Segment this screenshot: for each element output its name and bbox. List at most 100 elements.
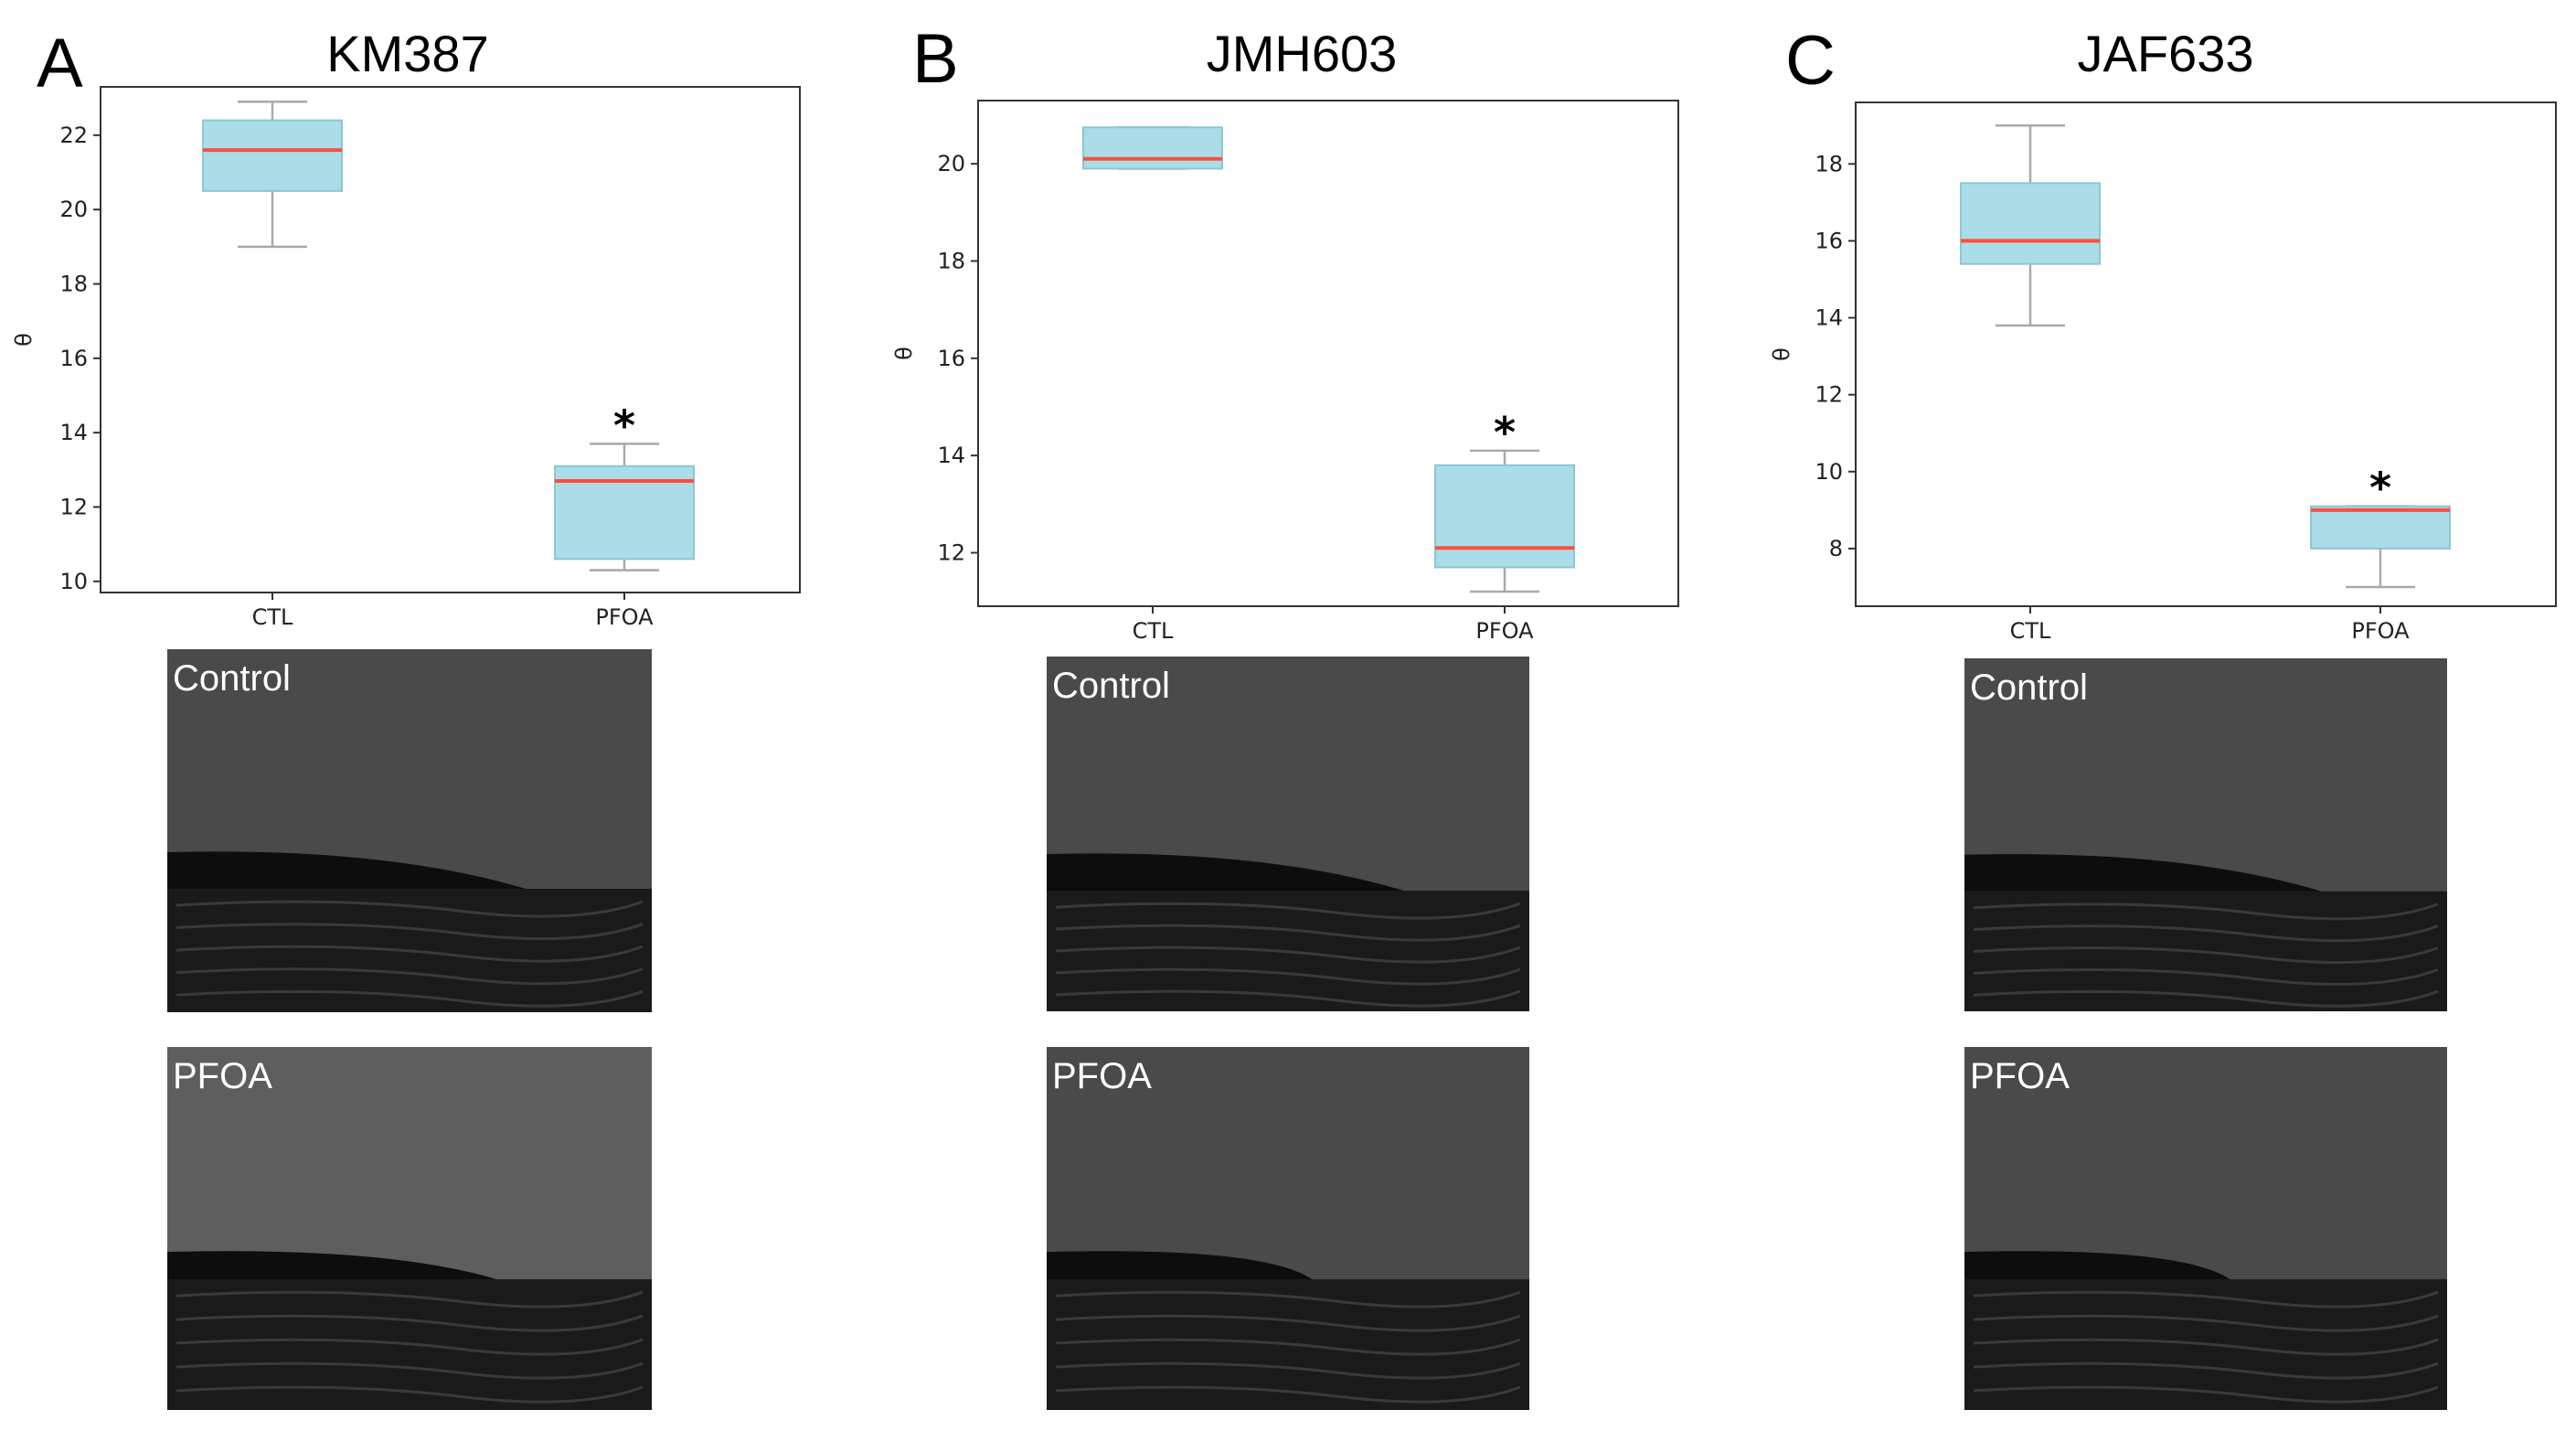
photo-control: Control (1964, 658, 2447, 1011)
photo-label: PFOA (1052, 1056, 1152, 1096)
surface-texture (176, 900, 644, 918)
y-tick-label: 16 (1815, 228, 1843, 253)
y-axis-label: θ (891, 347, 917, 360)
surface-texture (1055, 924, 1521, 942)
x-tick-label: CTL (1133, 618, 1174, 644)
panel-letter: B (912, 20, 959, 98)
y-tick-label: 16 (937, 346, 965, 371)
photo-pfoa: PFOA (1047, 1047, 1529, 1410)
surface-texture (176, 923, 644, 941)
x-tick-label: PFOA (595, 604, 654, 630)
x-tick-label: PFOA (1475, 618, 1534, 644)
box-iqr (202, 119, 343, 192)
plot-frame (100, 86, 801, 593)
surface-texture (176, 967, 644, 986)
surface-texture (1973, 1314, 2439, 1332)
box-iqr (1960, 182, 2101, 265)
panel-letter: C (1785, 22, 1836, 100)
chart-title: JAF633 (2078, 25, 2254, 82)
box-pfoa: PFOA * (2310, 464, 2451, 644)
surface-texture (176, 989, 644, 1008)
droplet (167, 1251, 497, 1280)
photo-control: Control (167, 649, 652, 1012)
surface-texture (1973, 946, 2439, 965)
significance-star: * (2369, 464, 2391, 513)
surface-texture (176, 1290, 644, 1308)
box-iqr (1082, 126, 1223, 170)
chart-title: KM387 (326, 25, 488, 82)
plot-frame (977, 100, 1679, 607)
panel-letter: A (37, 25, 83, 102)
y-axis-label: θ (1769, 347, 1794, 361)
surface-texture (1055, 945, 1521, 964)
box-ctl: CTL (202, 101, 343, 630)
box-pfoa: PFOA * (554, 400, 695, 630)
panel-a: A KM387 10 12 14 16 18 20 22 θ CTL PFOA * Control PFOA (11, 25, 801, 1410)
surface-texture (1055, 1362, 1521, 1380)
y-tick-label: 16 (59, 346, 88, 371)
y-tick-label: 10 (1815, 459, 1843, 485)
photo-control: Control (1047, 657, 1529, 1011)
surface-texture (176, 1338, 644, 1356)
y-tick-label: 12 (1815, 382, 1843, 408)
surface-texture (1055, 989, 1521, 1008)
y-tick-label: 8 (1829, 536, 1843, 561)
droplet (1964, 1251, 2230, 1280)
y-tick-label: 22 (59, 123, 88, 148)
y-tick-label: 12 (59, 494, 88, 519)
x-tick-label: CTL (252, 604, 293, 630)
surface-texture (176, 1385, 644, 1404)
photo-pfoa: PFOA (1964, 1047, 2447, 1410)
surface-texture (1055, 1290, 1521, 1308)
surface-texture (1973, 902, 2439, 921)
box-ctl: CTL (1082, 125, 1223, 644)
surface-texture (1055, 1385, 1521, 1404)
photo-label: Control (1052, 666, 1170, 706)
surface-texture (1973, 1385, 2439, 1404)
y-tick-label: 10 (59, 569, 88, 594)
surface-texture (1973, 989, 2439, 1008)
plot-frame (1855, 101, 2557, 607)
x-tick-label: PFOA (2351, 618, 2410, 644)
panel-c: C JAF633 8 10 12 14 16 18 θ CTL PFOA * Control PFOA (1769, 22, 2557, 1410)
y-tick-label: 20 (937, 151, 965, 176)
surface-texture (1973, 1338, 2439, 1356)
significance-star: * (613, 400, 635, 450)
panel-b: B JMH603 12 14 16 18 20 θ CTL PFOA * Control PFOA (891, 20, 1679, 1410)
y-tick-label: 18 (937, 248, 965, 273)
droplet (1047, 1251, 1313, 1280)
y-tick-label: 14 (1815, 305, 1843, 331)
y-tick-label: 18 (1815, 151, 1843, 176)
surface-texture (1055, 902, 1521, 920)
surface-texture (1973, 1290, 2439, 1308)
surface-texture (1973, 924, 2439, 943)
photo-label: Control (173, 658, 291, 699)
photo-label: PFOA (173, 1056, 272, 1096)
box-ctl: CTL (1960, 123, 2101, 644)
surface-texture (176, 1314, 644, 1332)
photo-pfoa: PFOA (167, 1047, 652, 1410)
surface-texture (1055, 967, 1521, 986)
droplet (1964, 854, 2322, 892)
surface-texture (176, 1362, 644, 1380)
photo-label: Control (1970, 667, 2088, 708)
droplet (167, 851, 527, 890)
y-tick-label: 14 (59, 420, 88, 445)
photo-label: PFOA (1970, 1056, 2070, 1096)
y-axis-label: θ (11, 333, 37, 347)
surface-texture (1055, 1314, 1521, 1332)
box-iqr (1434, 464, 1575, 569)
y-tick-label: 12 (937, 540, 965, 566)
box-iqr (2310, 505, 2451, 550)
box-pfoa: PFOA * (1434, 408, 1575, 644)
significance-star: * (1494, 408, 1516, 457)
droplet (1047, 853, 1404, 892)
surface-texture (176, 945, 644, 963)
x-tick-label: CTL (2010, 618, 2051, 644)
surface-texture (1055, 1338, 1521, 1356)
chart-title: JMH603 (1207, 25, 1398, 82)
y-tick-label: 14 (937, 443, 965, 468)
y-tick-label: 18 (59, 272, 88, 297)
surface-texture (1973, 967, 2439, 986)
